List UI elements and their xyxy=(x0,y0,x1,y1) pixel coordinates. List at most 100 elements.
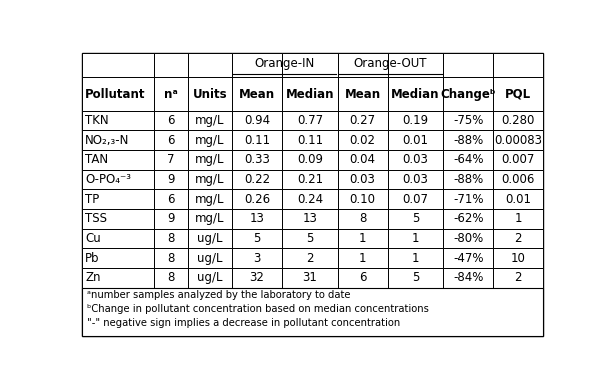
Text: -88%: -88% xyxy=(453,173,483,186)
Bar xyxy=(154,209,187,229)
Text: mg/L: mg/L xyxy=(195,134,224,147)
Bar xyxy=(388,77,443,111)
Text: 0.27: 0.27 xyxy=(350,114,376,127)
Bar xyxy=(493,111,544,130)
Text: ug/L: ug/L xyxy=(197,271,223,284)
Bar xyxy=(232,111,282,130)
Text: TAN: TAN xyxy=(85,153,109,166)
Text: Median: Median xyxy=(285,88,334,101)
Bar xyxy=(187,170,232,189)
Bar xyxy=(443,229,493,248)
Bar xyxy=(187,130,232,150)
Text: 0.07: 0.07 xyxy=(403,193,428,206)
Bar xyxy=(388,130,443,150)
Text: "-" negative sign implies a decrease in pollutant concentration: "-" negative sign implies a decrease in … xyxy=(87,318,400,328)
Text: -71%: -71% xyxy=(453,193,484,206)
Bar xyxy=(443,150,493,170)
Bar xyxy=(82,150,154,170)
Text: 5: 5 xyxy=(306,232,314,245)
Text: 0.94: 0.94 xyxy=(244,114,270,127)
Text: mg/L: mg/L xyxy=(195,212,224,225)
Text: 5: 5 xyxy=(412,271,419,284)
Bar xyxy=(338,150,388,170)
Text: 2: 2 xyxy=(306,252,314,265)
Bar xyxy=(338,229,388,248)
Text: Median: Median xyxy=(391,88,440,101)
Bar xyxy=(82,229,154,248)
Bar xyxy=(82,268,154,288)
Bar xyxy=(338,268,388,288)
Text: 6: 6 xyxy=(359,271,367,284)
Bar xyxy=(443,189,493,209)
Bar xyxy=(154,130,187,150)
Bar xyxy=(443,170,493,189)
Text: Pb: Pb xyxy=(85,252,99,265)
Bar xyxy=(154,170,187,189)
Text: 5: 5 xyxy=(253,232,260,245)
Bar xyxy=(338,77,388,111)
Bar xyxy=(443,111,493,130)
Text: 13: 13 xyxy=(249,212,265,225)
Text: 0.26: 0.26 xyxy=(244,193,270,206)
Bar xyxy=(443,248,493,268)
Bar xyxy=(82,130,154,150)
Bar xyxy=(388,209,443,229)
Text: 5: 5 xyxy=(412,212,419,225)
Bar xyxy=(187,229,232,248)
Bar xyxy=(338,248,388,268)
Bar xyxy=(82,288,544,336)
Bar xyxy=(338,130,388,150)
Text: 6: 6 xyxy=(167,193,174,206)
Text: 0.10: 0.10 xyxy=(350,193,376,206)
Bar xyxy=(388,53,443,77)
Text: -64%: -64% xyxy=(453,153,484,166)
Bar xyxy=(154,248,187,268)
Text: 0.04: 0.04 xyxy=(350,153,376,166)
Bar xyxy=(443,77,493,111)
Bar xyxy=(154,77,187,111)
Text: 1: 1 xyxy=(359,252,367,265)
Bar xyxy=(282,189,338,209)
Bar xyxy=(338,53,388,77)
Text: Mean: Mean xyxy=(239,88,275,101)
Bar xyxy=(187,111,232,130)
Text: ug/L: ug/L xyxy=(197,252,223,265)
Bar xyxy=(282,130,338,150)
Text: 8: 8 xyxy=(167,232,174,245)
Bar xyxy=(187,209,232,229)
Bar xyxy=(232,53,282,77)
Text: 8: 8 xyxy=(359,212,367,225)
Text: Units: Units xyxy=(193,88,227,101)
Text: 32: 32 xyxy=(249,271,265,284)
Text: 0.11: 0.11 xyxy=(297,134,323,147)
Bar xyxy=(154,189,187,209)
Text: -80%: -80% xyxy=(453,232,483,245)
Bar xyxy=(82,111,154,130)
Bar xyxy=(232,189,282,209)
Text: 0.24: 0.24 xyxy=(297,193,323,206)
Bar xyxy=(282,229,338,248)
Bar xyxy=(493,130,544,150)
Text: 6: 6 xyxy=(167,134,174,147)
Text: mg/L: mg/L xyxy=(195,173,224,186)
Text: Mean: Mean xyxy=(345,88,381,101)
Text: 9: 9 xyxy=(167,212,174,225)
Text: 0.21: 0.21 xyxy=(297,173,323,186)
Text: 0.01: 0.01 xyxy=(403,134,428,147)
Bar xyxy=(493,53,544,77)
Text: 0.33: 0.33 xyxy=(244,153,270,166)
Text: 0.11: 0.11 xyxy=(244,134,270,147)
Text: 6: 6 xyxy=(167,114,174,127)
Bar xyxy=(154,150,187,170)
Text: Orange-IN: Orange-IN xyxy=(255,57,315,70)
Text: Cu: Cu xyxy=(85,232,101,245)
Text: 7: 7 xyxy=(167,153,174,166)
Text: -75%: -75% xyxy=(453,114,484,127)
Bar xyxy=(493,150,544,170)
Text: 13: 13 xyxy=(303,212,317,225)
Bar xyxy=(232,209,282,229)
Text: 2: 2 xyxy=(515,232,522,245)
Text: -84%: -84% xyxy=(453,271,484,284)
Text: 8: 8 xyxy=(167,252,174,265)
Bar xyxy=(282,209,338,229)
